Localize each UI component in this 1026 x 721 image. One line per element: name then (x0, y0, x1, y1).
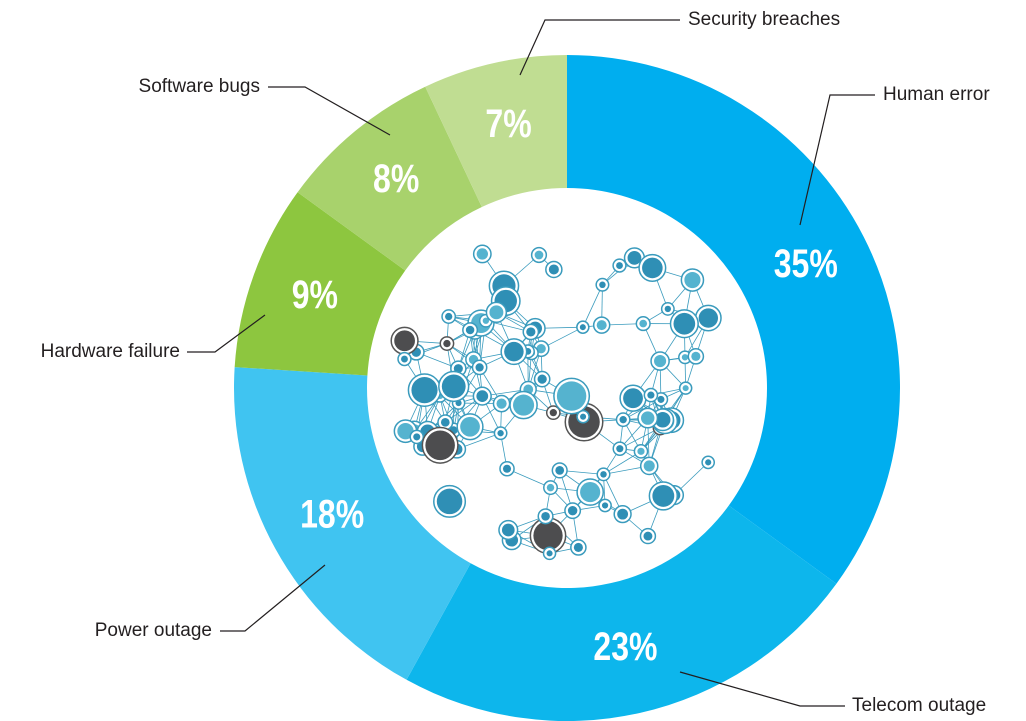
network-node (567, 505, 578, 516)
leader-line (268, 86, 391, 136)
network-node (436, 488, 463, 515)
donut-segment (297, 86, 482, 271)
network-node (617, 508, 629, 520)
network-node (596, 320, 607, 331)
network-node (453, 364, 463, 374)
network-node (411, 377, 438, 404)
network-node (482, 317, 490, 324)
donut-segment (234, 367, 471, 680)
network-node (616, 445, 624, 453)
leader-line (220, 564, 326, 632)
network-node (654, 355, 667, 368)
network-node (476, 248, 489, 260)
network-node (549, 409, 557, 417)
network-node (627, 250, 642, 265)
category-label: Hardware failure (41, 341, 180, 362)
leader-line (519, 19, 680, 76)
category-label: Software bugs (139, 76, 260, 97)
network-node (698, 308, 719, 328)
network-node (652, 484, 675, 507)
network-node (425, 430, 455, 461)
category-label: Security breaches (688, 9, 840, 30)
network-node (546, 483, 555, 492)
network-node (501, 523, 515, 537)
network-node (460, 416, 480, 437)
network-node (512, 394, 535, 416)
network-node (600, 471, 607, 478)
network-node (643, 460, 655, 472)
network-node (496, 398, 507, 409)
network-node (682, 385, 689, 392)
network-node (445, 312, 453, 321)
network-node (601, 502, 609, 509)
network-node (647, 391, 655, 399)
network-node (681, 354, 689, 361)
network-node (465, 325, 475, 335)
network-node (533, 520, 563, 551)
network-node (637, 447, 645, 455)
network-node (642, 257, 663, 279)
network-node (684, 271, 701, 289)
donut-segment (425, 55, 567, 208)
network-node (691, 351, 701, 361)
value-label: 23% (593, 624, 657, 669)
network-node (664, 305, 672, 313)
network-node (616, 262, 623, 269)
network-node (546, 550, 553, 557)
donut-segment (234, 192, 406, 376)
network-node (489, 305, 504, 320)
network-node (537, 374, 547, 384)
network-node (497, 430, 504, 437)
network-node (654, 412, 671, 428)
network-node (657, 395, 665, 403)
network-illustration (390, 244, 722, 561)
value-label: 7% (485, 101, 531, 146)
donut-segment (406, 505, 837, 721)
network-node (623, 388, 643, 409)
network-node (643, 531, 653, 541)
network-node (397, 423, 414, 440)
network-node (541, 511, 550, 521)
network-node (580, 482, 601, 503)
network-node (504, 341, 524, 362)
value-label: 18% (300, 491, 364, 536)
leader-line (679, 671, 845, 707)
network-node (573, 542, 583, 552)
category-label: Telecom outage (852, 695, 986, 716)
category-label: Power outage (95, 620, 212, 641)
network-node (441, 374, 466, 399)
leader-line (799, 94, 875, 226)
network-node (502, 464, 512, 473)
category-label: Human error (883, 84, 990, 105)
value-label: 8% (373, 156, 419, 201)
network-node (641, 411, 655, 425)
donut-segment (567, 55, 900, 584)
network-node (475, 363, 484, 372)
network-node (526, 327, 536, 337)
value-label: 9% (292, 271, 338, 316)
network-node (476, 390, 489, 402)
network-node (580, 413, 587, 420)
network-node (639, 319, 648, 328)
value-label: 35% (774, 240, 838, 285)
network-node (579, 324, 586, 331)
network-link (506, 468, 551, 488)
network-node (556, 381, 587, 411)
network-node (673, 312, 696, 335)
network-node (440, 418, 450, 427)
network-node (599, 281, 606, 289)
network-node (548, 264, 559, 275)
network-node (555, 466, 565, 475)
network-node (394, 330, 415, 352)
network-node (401, 355, 408, 363)
network-node (413, 433, 421, 441)
network-node (536, 344, 546, 354)
network-node (619, 415, 627, 424)
leader-line (187, 314, 266, 353)
network-node (443, 339, 451, 348)
network-node (705, 459, 712, 466)
network-node (534, 250, 544, 260)
network-link (582, 284, 603, 328)
